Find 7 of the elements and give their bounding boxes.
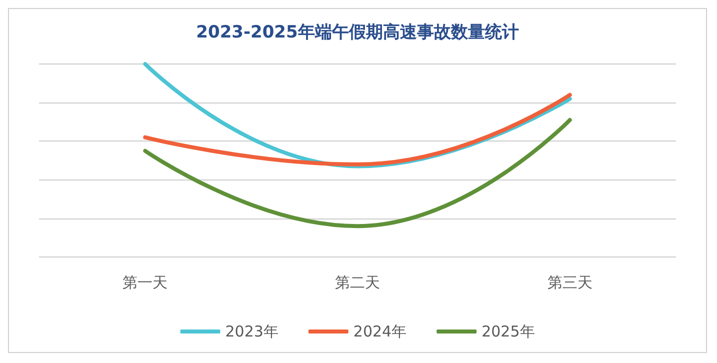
x-tick-label: 第三天	[547, 274, 592, 292]
legend-label: 2023年	[225, 322, 278, 340]
x-tick-label: 第二天	[335, 274, 380, 292]
legend-label: 2025年	[482, 322, 535, 340]
chart-title: 2023-2025年端午假期高速事故数量统计	[196, 22, 519, 42]
x-tick-label: 第一天	[122, 274, 168, 292]
legend-label: 2024年	[353, 322, 407, 340]
